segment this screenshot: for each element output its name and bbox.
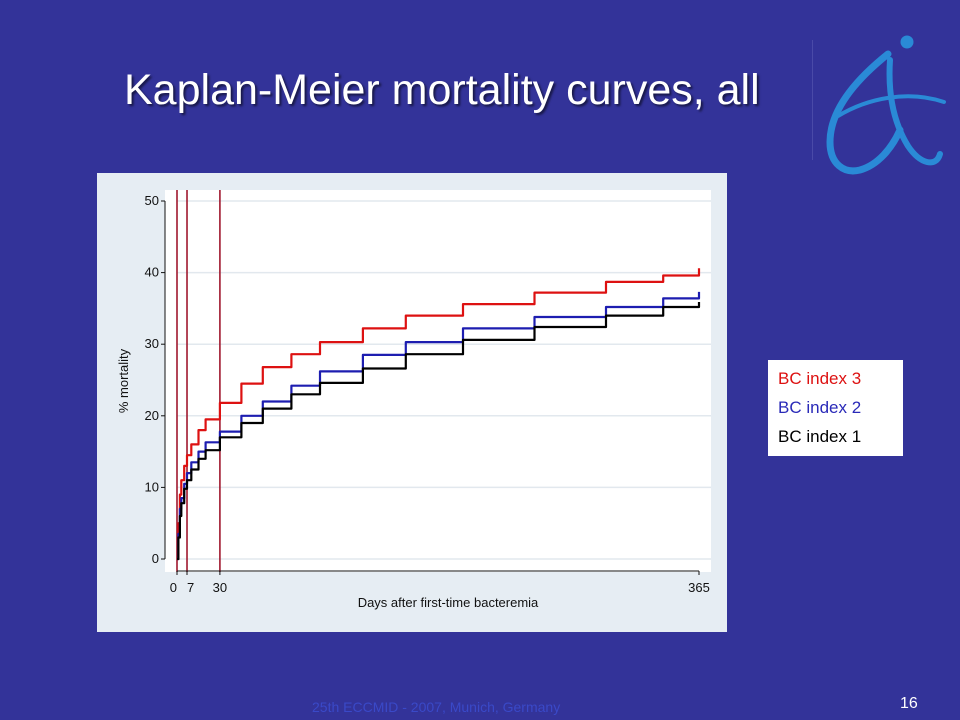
y-axis-label: % mortality [116,348,131,413]
y-tick-label: 40 [145,265,159,280]
slide-title: Kaplan-Meier mortality curves, all [124,66,760,114]
series-layer [177,268,701,561]
series-line-bc-index-3 [177,268,701,561]
slide-footer: 25th ECCMID - 2007, Munich, Germany [312,699,561,715]
vertical-marker-layer [176,190,221,572]
y-tick-label: 30 [145,336,159,351]
x-tick-label: 0 [170,580,177,595]
x-tick-label: 30 [213,580,227,595]
x-tick-label: 365 [688,580,710,595]
y-tick-label: 0 [152,551,159,566]
plot-area [165,190,711,572]
series-line-bc-index-1 [177,302,701,561]
logo-divider [812,40,813,160]
x-tick-label: 7 [187,580,194,595]
grid-layer [177,200,711,560]
page-number: 16 [900,695,918,712]
chart-panel: 0 10 20 30 40 50 0 7 30 365 Days after first-time… [97,173,727,632]
legend-item-bc-index-2: BC index 2 [778,398,862,417]
y-tick-label: 20 [145,408,159,423]
legend: BC index 3 BC index 2 BC index 1 [768,360,903,456]
y-tick-label: 50 [145,193,159,208]
legend-item-bc-index-1: BC index 1 [778,427,862,446]
x-axis-label: Days after first-time bacteremia [358,595,539,610]
y-tick-label: 10 [145,479,159,494]
legend-item-bc-index-3: BC index 3 [778,369,862,388]
eccmid-logo-icon [826,35,946,175]
